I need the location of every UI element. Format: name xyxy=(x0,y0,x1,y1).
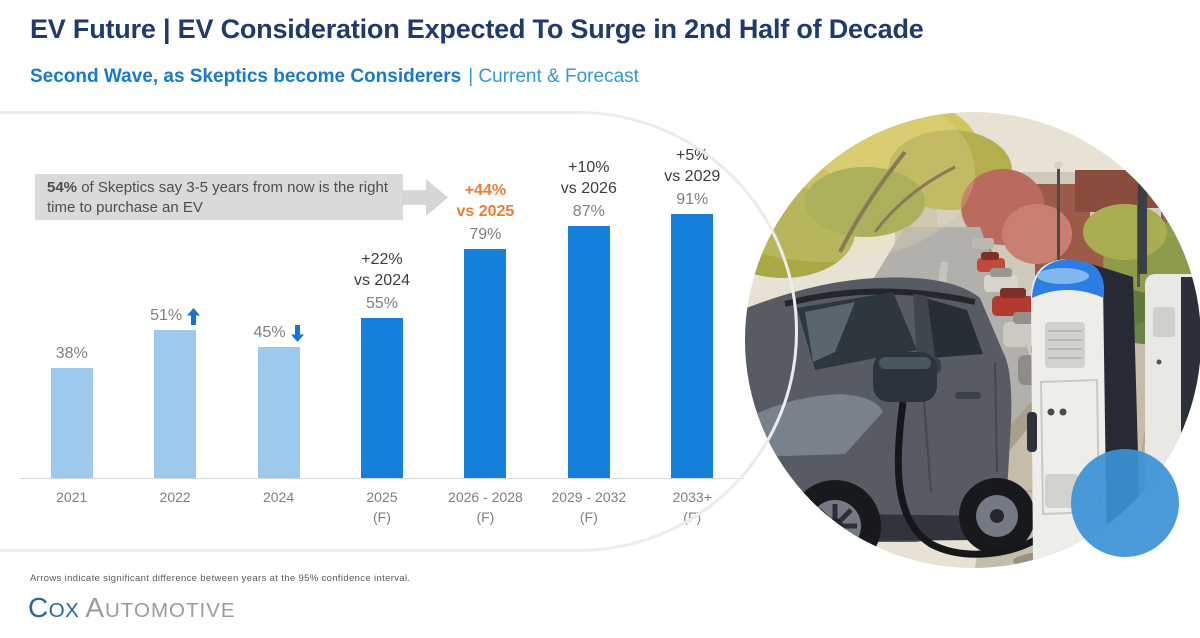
bar-column-2033plusF: +5% vs 2029 91% 2033+ (F) xyxy=(641,118,744,530)
subtitle-bold: Second Wave, as Skeptics become Consider… xyxy=(30,66,462,87)
footnote: Arrows indicate significant difference b… xyxy=(30,573,411,584)
value-label: 91% xyxy=(676,191,709,208)
bar xyxy=(360,318,403,478)
x-axis-label: 2033+ (F) xyxy=(672,489,712,526)
significant-decrease-arrow-icon xyxy=(290,324,304,342)
x-axis-label: 2021 xyxy=(56,489,88,505)
value-label-row: 51% xyxy=(150,307,201,325)
bar xyxy=(567,226,610,478)
bar xyxy=(464,249,507,478)
x-axis-label: 2029 - 2032 (F) xyxy=(551,489,627,526)
value-label: 55% xyxy=(365,295,398,312)
value-label: 79% xyxy=(469,226,502,243)
callout-box: 54% of Skeptics say 3-5 years from now i… xyxy=(35,174,403,220)
bar-column-2022: 51% 2022 xyxy=(123,118,226,530)
value-label-row: 38% xyxy=(56,345,88,363)
bar-columns: 38% 2021 51% 2022 xyxy=(20,118,744,530)
cox-automotive-logo: Cox Automotive xyxy=(28,592,236,623)
value-label-row: 87% xyxy=(573,203,605,221)
bar xyxy=(50,368,93,478)
page-subtitle: Second Wave, as Skeptics become Consider… xyxy=(30,66,639,88)
bar-annotation: +22% vs 2024 xyxy=(353,250,410,289)
value-label-row: 79% xyxy=(469,226,501,244)
x-axis-label: 2024 xyxy=(262,489,295,505)
subtitle-light: | Current & Forecast xyxy=(468,66,639,87)
value-label: 87% xyxy=(572,203,605,220)
value-label-row: 45% xyxy=(254,324,304,342)
x-axis-label: 2022 xyxy=(159,489,191,505)
bar-column-2024: 45% 2024 xyxy=(227,118,330,530)
value-label-row: 55% xyxy=(366,295,398,313)
bar-column-2021: 38% 2021 xyxy=(20,118,123,530)
x-axis-label: 2025 (F) xyxy=(366,489,398,526)
bar-annotation: +44% vs 2025 xyxy=(456,181,515,220)
value-label: 45% xyxy=(253,324,286,341)
page-title: EV Future | EV Consideration Expected To… xyxy=(30,14,924,44)
bar-annotation: +10% vs 2026 xyxy=(560,158,617,197)
callout-lead: 54% xyxy=(47,178,78,196)
bar-column-2026-2028F: +44% vs 2025 79% 2026 - 2028 (F) xyxy=(434,118,537,530)
bar-annotation: +5% vs 2029 xyxy=(664,146,721,185)
bar-column-2029-2032F: +10% vs 2026 87% 2029 - 2032 (F) xyxy=(537,118,640,530)
x-axis-line xyxy=(20,478,744,479)
bar xyxy=(154,330,197,478)
value-label-row: 91% xyxy=(676,191,708,209)
bar-chart: 38% 2021 51% 2022 xyxy=(20,118,744,530)
significant-increase-arrow-icon xyxy=(187,307,201,325)
decorative-blue-circle xyxy=(1071,449,1179,557)
value-label: 38% xyxy=(55,345,88,362)
callout-text: 54% of Skeptics say 3-5 years from now i… xyxy=(47,178,388,216)
value-label: 51% xyxy=(150,307,183,324)
bar xyxy=(671,214,714,478)
bar-column-2025F: +22% vs 2024 55% 2025 (F) xyxy=(330,118,433,530)
bar xyxy=(257,347,300,478)
x-axis-label: 2026 - 2028 (F) xyxy=(448,489,523,526)
